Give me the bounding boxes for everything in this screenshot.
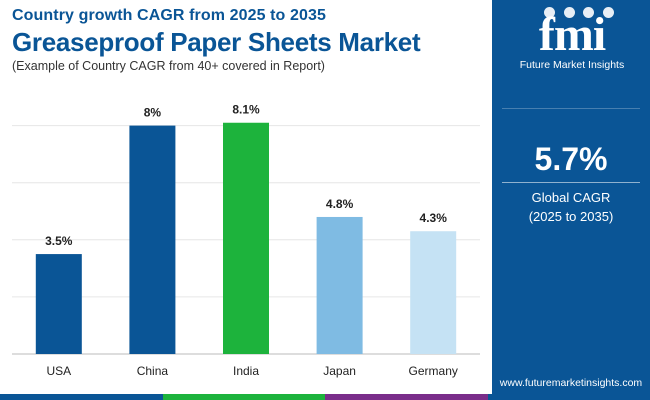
x-tick-label-usa: USA — [46, 364, 71, 378]
logo-icons — [544, 7, 614, 18]
chart-note: (Example of Country CAGR from 40+ covere… — [12, 59, 325, 73]
chart-title: Greaseproof Paper Sheets Market — [12, 27, 421, 57]
bar-chart: 3.5% USA 8% China 8.1% India 4.8% Japan 4.3% Germ… — [12, 103, 480, 378]
cagr-divider — [502, 182, 640, 183]
data-label-usa: 3.5% — [45, 234, 73, 248]
x-tick-label-china: China — [137, 364, 169, 378]
x-tick-label-india: India — [233, 364, 259, 378]
sidebar-panel: fmi Future Market Insights 5.7% Global C… — [492, 0, 650, 400]
data-label-india: 8.1% — [232, 103, 260, 117]
band-segment — [325, 394, 488, 400]
band-segment — [162, 394, 325, 400]
x-tick-label-japan: Japan — [323, 364, 356, 378]
global-cagr-value: 5.7% — [534, 141, 608, 177]
data-label-china: 8% — [144, 106, 162, 120]
data-label-japan: 4.8% — [326, 197, 354, 211]
cagr-label-text: Global CAGR — [531, 190, 611, 205]
bar-japan — [316, 216, 363, 354]
global-cagr-label: Global CAGR (2025 to 2035) — [492, 188, 650, 226]
chart-subtitle: Country growth CAGR from 2025 to 2035 — [12, 7, 326, 24]
bottom-color-band — [0, 394, 650, 400]
chart-panel: Country growth CAGR from 2025 to 2035 Gr… — [12, 7, 480, 378]
bar-germany — [410, 231, 457, 354]
website-link[interactable]: www.futuremarketinsights.com — [499, 377, 643, 389]
bar-usa — [35, 254, 82, 354]
bar-china — [129, 125, 176, 354]
band-segment — [487, 394, 650, 400]
fmi-logo: fmi Future Market Insights — [516, 5, 628, 71]
sidebar-divider — [502, 108, 640, 109]
data-label-germany: 4.3% — [420, 211, 448, 225]
x-tick-label-germany: Germany — [409, 364, 458, 378]
band-segment — [0, 394, 163, 400]
cagr-period-text: (2025 to 2035) — [528, 209, 614, 224]
bar-india — [223, 122, 269, 355]
logo-subtitle: Future Market Insights — [519, 59, 625, 71]
